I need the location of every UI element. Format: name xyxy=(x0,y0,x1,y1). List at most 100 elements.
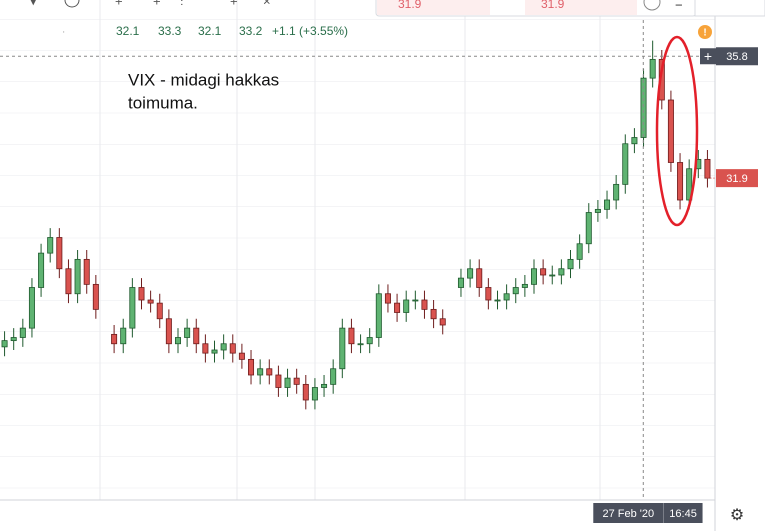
candle-body xyxy=(330,368,337,385)
candle-body xyxy=(111,333,118,345)
ohlc-change: +1.1 (+3.55%) xyxy=(272,24,348,38)
candle-body xyxy=(83,258,90,285)
candle-body xyxy=(649,58,656,79)
candle-body xyxy=(503,293,510,301)
ohlc-open: 32.1 xyxy=(116,24,140,38)
candle-body xyxy=(476,268,483,288)
candle-body xyxy=(138,287,145,301)
candle-body xyxy=(549,274,556,277)
last-price-box xyxy=(716,169,758,188)
candle-body xyxy=(193,327,200,345)
candle-body xyxy=(348,327,355,345)
candle-body xyxy=(65,268,72,295)
candle-body xyxy=(92,283,99,310)
candle-body xyxy=(704,158,711,179)
candle-body xyxy=(284,377,291,388)
candle-body xyxy=(257,368,264,376)
candle-body xyxy=(339,327,346,370)
candle-body xyxy=(558,268,565,276)
tool-icon[interactable]: + xyxy=(153,0,161,8)
grid xyxy=(0,0,715,500)
crosshair-plus-icon: + xyxy=(704,48,712,64)
candle-body xyxy=(585,212,592,245)
buy-button[interactable] xyxy=(525,0,637,15)
candle-body xyxy=(211,349,218,354)
candle-body xyxy=(174,337,181,345)
vertical-grid xyxy=(99,0,601,500)
candle-body xyxy=(394,302,401,313)
crosshair-price-label: 35.8 xyxy=(726,51,747,63)
candle-body xyxy=(147,299,154,304)
ohlc-low: 32.1 xyxy=(198,24,222,38)
time-label-box xyxy=(663,503,703,523)
candle-body xyxy=(202,343,209,354)
candle-body xyxy=(594,208,601,213)
candle-body xyxy=(184,327,191,338)
minimize-button[interactable]: − xyxy=(675,0,683,12)
buy-price: 31.9 xyxy=(541,0,565,11)
candle-body xyxy=(302,383,309,401)
candle-body xyxy=(321,383,328,388)
candle-body xyxy=(512,287,519,295)
candle-body xyxy=(266,368,273,376)
alert-icon-mark: ! xyxy=(703,28,706,39)
alert-icon[interactable] xyxy=(698,25,712,39)
candle-body xyxy=(293,377,300,385)
crosshair-price-box xyxy=(716,47,758,66)
candle-body xyxy=(120,327,127,345)
candle-body xyxy=(457,277,464,288)
candle-body xyxy=(238,352,245,360)
candle-body xyxy=(430,308,437,320)
settings-gear[interactable]: ⚙ xyxy=(730,507,744,524)
candle-body xyxy=(403,299,410,313)
time-label-box xyxy=(593,503,664,523)
tool-icon[interactable]: ▾ xyxy=(30,0,37,8)
tool-icon[interactable]: + xyxy=(230,0,238,8)
candle-body xyxy=(412,299,419,302)
candle-body xyxy=(567,258,574,270)
candle-body xyxy=(677,162,684,201)
candle-body xyxy=(667,99,674,163)
candle-body xyxy=(421,299,428,310)
ohlc-high: 33.3 xyxy=(158,24,182,38)
settings-icon[interactable] xyxy=(643,0,661,11)
candle-body xyxy=(375,293,382,338)
candle-body xyxy=(229,343,236,354)
ohlc-close: 33.2 xyxy=(239,24,263,38)
candle-body xyxy=(540,268,547,276)
candle-body xyxy=(366,337,373,345)
candle-body xyxy=(604,199,611,210)
candle-body xyxy=(220,343,227,351)
highlight-ellipse xyxy=(655,35,699,227)
candle-body xyxy=(439,318,446,326)
toolbar-end xyxy=(694,0,765,17)
tool-icon[interactable]: + xyxy=(115,0,123,8)
annotation: VIX - midagi hakkas xyxy=(128,70,279,89)
candle-body xyxy=(576,243,583,260)
candle-body xyxy=(485,287,492,301)
candle-body xyxy=(531,268,538,285)
tool-icon[interactable] xyxy=(64,0,80,8)
candle-body xyxy=(640,77,647,138)
candles xyxy=(1,40,711,410)
candle-body xyxy=(19,327,26,338)
candle-body xyxy=(74,258,81,295)
candle-body xyxy=(129,287,136,329)
candle-body xyxy=(28,287,35,329)
x-tick-label: 16:45 xyxy=(669,508,697,520)
tool-icon[interactable]: × xyxy=(263,0,271,8)
candle-body xyxy=(275,374,282,388)
candle-body xyxy=(467,268,474,279)
candle-body xyxy=(1,340,8,348)
candle-body xyxy=(686,168,693,201)
candle-body xyxy=(311,387,318,401)
tool-icon[interactable]: ⫶ xyxy=(180,0,183,8)
sell-button[interactable] xyxy=(377,0,490,15)
candle-body xyxy=(165,318,172,345)
candle-body xyxy=(10,337,17,342)
candle-body xyxy=(631,137,638,145)
candle-body xyxy=(384,293,391,304)
candle-body xyxy=(156,302,163,320)
candle-body xyxy=(47,237,54,254)
